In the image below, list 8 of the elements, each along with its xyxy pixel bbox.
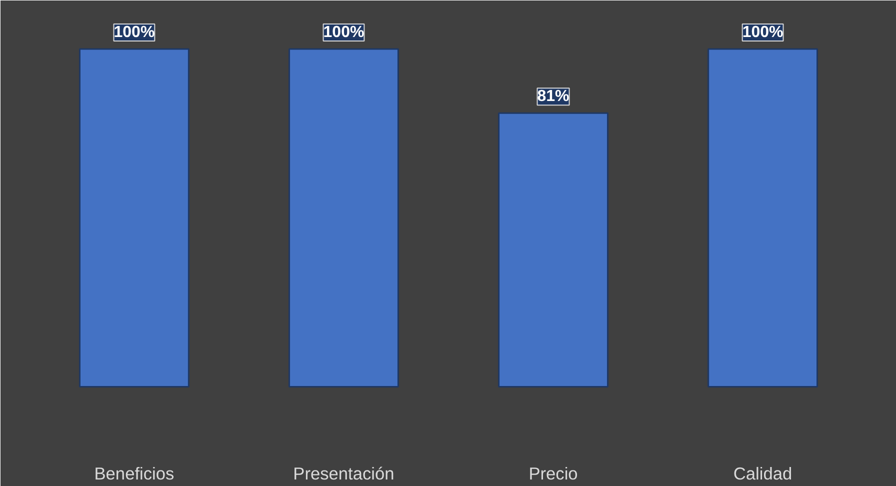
data-label: 81% bbox=[537, 88, 570, 106]
x-tick-label: Beneficios bbox=[94, 464, 175, 484]
x-tick-label: Precio bbox=[528, 464, 578, 484]
x-tick-label: Calidad bbox=[733, 464, 792, 484]
data-label: 100% bbox=[114, 24, 155, 42]
data-label: 100% bbox=[742, 24, 784, 42]
data-label: 100% bbox=[323, 24, 364, 42]
x-tick-label: Presentación bbox=[293, 464, 394, 484]
